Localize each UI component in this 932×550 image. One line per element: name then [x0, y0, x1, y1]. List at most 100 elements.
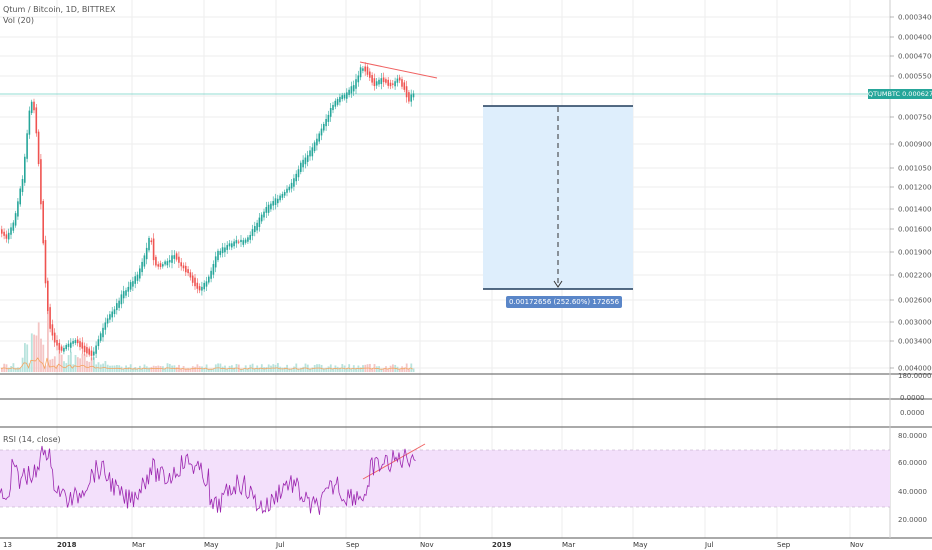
candle-body: [339, 96, 341, 103]
rsi-indicator-label[interactable]: RSI (14, close): [3, 435, 61, 444]
candle-body: [109, 314, 111, 320]
candle-body: [247, 237, 249, 242]
candle-body: [256, 222, 258, 231]
volume-bar: [148, 367, 150, 372]
volume-bar: [369, 363, 371, 372]
candle-body: [102, 327, 104, 338]
candle-body: [162, 264, 164, 267]
time-tick-label: May: [633, 541, 647, 549]
candle-body: [76, 339, 79, 344]
candle-body: [97, 339, 100, 347]
candle-body: [148, 237, 150, 251]
price-tick-label: 0.00047000: [898, 53, 932, 61]
price-tick-label: 0.00105000: [898, 165, 932, 173]
candle-body: [355, 79, 357, 89]
volume-bar: [336, 366, 339, 372]
price-tick-label: 0.00260000: [898, 297, 932, 305]
volume-bar: [90, 357, 93, 372]
time-tick-label: 2018: [57, 541, 77, 549]
price-trendline[interactable]: [359, 61, 438, 79]
candle-body: [44, 240, 47, 284]
candle-body: [122, 291, 125, 299]
volume-bar: [63, 361, 65, 372]
volume-bar: [325, 367, 328, 372]
candle-body: [392, 83, 394, 85]
volume-bar: [12, 363, 15, 372]
time-axis-labels: 13 2018 Mar May Jul Sep Nov 2019 Mar May Jul Sep Nov: [3, 541, 864, 549]
candle-body: [224, 247, 226, 253]
time-tick-label: Nov: [850, 541, 864, 549]
volume-bar: [203, 367, 206, 372]
volume-bar: [302, 366, 305, 372]
volume-bar: [389, 365, 392, 372]
volume-bar: [185, 368, 187, 372]
volume-bar: [24, 343, 26, 372]
pane-separators: [0, 373, 932, 539]
volume-bar: [164, 368, 167, 372]
candle-body: [24, 156, 26, 183]
candle-body: [396, 78, 399, 83]
candle-body: [283, 191, 286, 196]
volume-bar: [346, 367, 348, 372]
candle-body: [95, 345, 97, 354]
volume-bar: [332, 368, 334, 372]
rsi-tick-label: 20.0000: [898, 516, 927, 524]
candle-body: [302, 159, 304, 168]
candle-body: [295, 173, 297, 182]
candle-body: [5, 234, 8, 239]
volume-bar: [281, 367, 284, 372]
candle-body: [240, 239, 242, 243]
candle-body: [189, 272, 192, 278]
candle-body: [311, 147, 314, 157]
volume-bar: [191, 366, 194, 372]
volume-bar: [375, 366, 378, 372]
candle-body: [51, 324, 54, 336]
candle-body: [398, 77, 401, 81]
volume-bar: [283, 367, 286, 372]
volume-bar: [309, 368, 311, 372]
candle-body: [385, 79, 387, 83]
candle-body: [175, 253, 178, 260]
volume-bar: [408, 368, 410, 372]
candle-body: [288, 186, 291, 191]
candle-body: [118, 300, 120, 308]
volume-axis-labels: 180.0000: [898, 372, 931, 380]
volume-bar: [97, 362, 100, 372]
candle-body: [323, 123, 325, 131]
candle-body: [210, 270, 212, 279]
volume-bar: [371, 368, 374, 372]
candle-body: [228, 243, 231, 247]
chart-title[interactable]: Qtum / Bitcoin, 1D, BITTREX: [3, 5, 116, 14]
rsi-line: [0, 445, 416, 515]
candle-body: [127, 286, 130, 292]
candle-body: [150, 240, 153, 243]
price-tick-label: 0.00190000: [898, 249, 932, 257]
candle-body: [382, 77, 385, 83]
volume-bar: [76, 357, 79, 372]
candle-body: [113, 309, 116, 315]
volume-bar: [72, 364, 75, 372]
volume-indicator-label[interactable]: Vol (20): [3, 16, 34, 25]
candle-body: [19, 188, 21, 205]
rsi-tick-label: 60.0000: [898, 459, 927, 467]
candle-body: [83, 345, 86, 353]
volume-bar: [277, 363, 279, 372]
candle-body: [106, 318, 109, 324]
price-axis-labels: 0.00034000 0.00040000 0.00047000 0.00055000…: [890, 14, 932, 373]
volume-bar: [198, 366, 201, 372]
candle-body: [191, 275, 194, 283]
volume-bar: [14, 367, 17, 372]
candle-body: [219, 250, 222, 255]
indicator-axis-labels: 0.0000 0.0000: [900, 394, 925, 417]
candle-body: [306, 155, 309, 162]
candlesticks[interactable]: [1, 62, 415, 361]
candle-body: [26, 133, 28, 159]
volume-bar: [93, 357, 95, 372]
volume-bar: [359, 367, 362, 372]
price-tick-label: 0.00040000: [898, 34, 932, 42]
volume-bars: [1, 311, 415, 372]
candle-body: [187, 269, 189, 274]
candle-body: [346, 92, 348, 99]
volume-bar: [210, 368, 213, 372]
